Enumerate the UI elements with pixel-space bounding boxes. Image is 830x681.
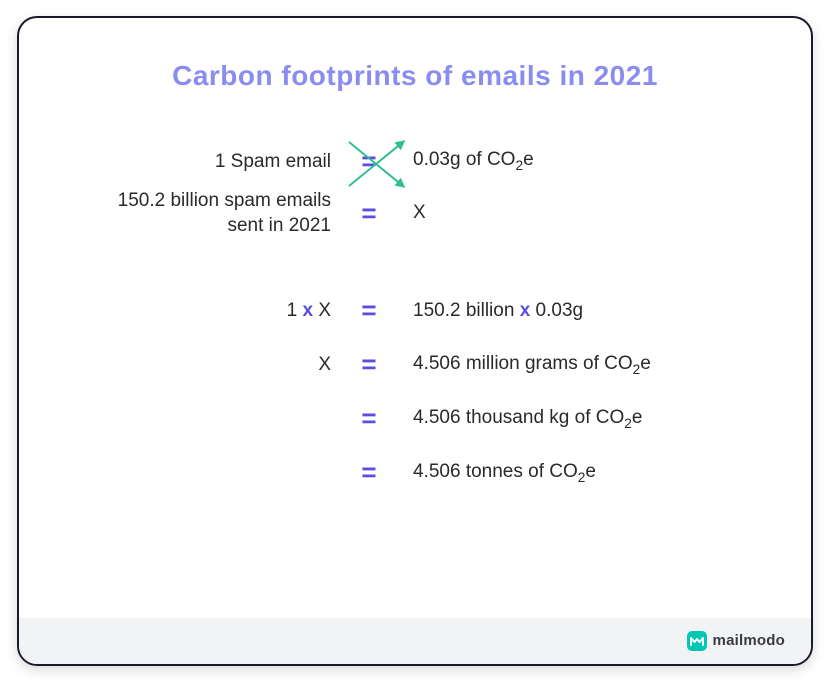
brand-name: mailmodo — [713, 632, 785, 649]
spacer — [79, 253, 751, 291]
equals-sign: = — [339, 349, 399, 380]
row4-right: 4.506 million grams of CO2e — [399, 351, 751, 379]
row1-left: 1 Spam email — [79, 149, 339, 175]
row2-right: X — [399, 200, 751, 226]
brand-badge: mailmodo — [687, 631, 785, 651]
infographic-card: Carbon footprints of emails in 2021 1 Sp… — [17, 16, 813, 666]
row3-right: 150.2 billion x 0.03g — [399, 298, 751, 324]
row1-right: 0.03g of CO2e — [399, 147, 751, 175]
equation-row-3: 1 x X = 150.2 billion x 0.03g — [79, 291, 751, 331]
equals-sign: = — [339, 198, 399, 229]
equals-sign: = — [339, 146, 399, 177]
row4-left: X — [79, 352, 339, 378]
footer-bar: mailmodo — [19, 618, 811, 664]
equation-content: 1 Spam email = 0.03g of CO2e 150.2 billi… — [19, 142, 811, 493]
multiply-x: x — [302, 300, 313, 321]
row6-right: 4.506 tonnes of CO2e — [399, 459, 751, 487]
equals-sign: = — [339, 403, 399, 434]
row5-right: 4.506 thousand kg of CO2e — [399, 405, 751, 433]
equals-sign: = — [339, 457, 399, 488]
equation-row-4: X = 4.506 million grams of CO2e — [79, 345, 751, 385]
row3-left: 1 x X — [79, 298, 339, 324]
equals-sign: = — [339, 295, 399, 326]
multiply-x: x — [520, 300, 531, 321]
page-title: Carbon footprints of emails in 2021 — [19, 60, 811, 92]
row2-left: 150.2 billion spam emails sent in 2021 — [79, 188, 339, 239]
equation-row-6: = 4.506 tonnes of CO2e — [79, 453, 751, 493]
brand-logo-icon — [687, 631, 707, 651]
equation-row-2: 150.2 billion spam emails sent in 2021 =… — [79, 188, 751, 239]
equation-row-5: = 4.506 thousand kg of CO2e — [79, 399, 751, 439]
equation-row-1: 1 Spam email = 0.03g of CO2e — [79, 142, 751, 182]
